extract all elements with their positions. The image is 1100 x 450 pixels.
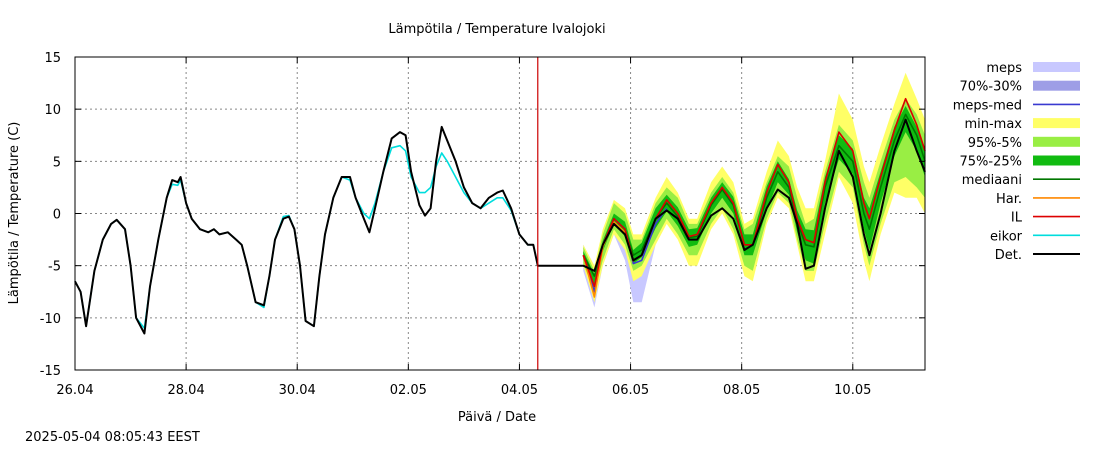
legend-label: 70%-30%	[960, 80, 1022, 95]
y-tick-label: 10	[44, 103, 61, 118]
x-tick-label: 08.05	[723, 383, 760, 398]
legend-label: IL	[1011, 211, 1023, 226]
x-tick-label: 28.04	[168, 383, 205, 398]
timestamp: 2025-05-04 08:05:43 EEST	[25, 430, 200, 445]
x-tick-label: 06.05	[612, 383, 649, 398]
chart-title: Lämpötila / Temperature Ivalojoki	[388, 22, 605, 37]
x-tick-label: 02.05	[390, 383, 427, 398]
legend-swatch-75-25	[1033, 155, 1080, 166]
legend-swatch-70-30	[1033, 80, 1080, 91]
legend-label: meps-med	[953, 98, 1022, 113]
legend-swatch-95-5	[1033, 136, 1080, 147]
legend-swatch-meps	[1033, 62, 1080, 72]
x-tick-label: 26.04	[56, 383, 93, 398]
legend-label: min-max	[964, 117, 1022, 132]
y-tick-label: -10	[40, 312, 61, 327]
chart-lines	[74, 97, 926, 335]
y-tick-label: -5	[48, 260, 61, 275]
legend-label: 95%-5%	[968, 136, 1022, 151]
x-axis-label: Päivä / Date	[458, 410, 536, 425]
y-axis-ticks: -15 -10 -5 0 5 10 15	[40, 51, 925, 379]
legend-swatch-min-max	[1033, 118, 1080, 129]
y-axis-label: Lämpötila / Temperature (C)	[7, 122, 22, 305]
series-det	[74, 118, 926, 335]
legend-label: eikor	[990, 229, 1023, 244]
y-tick-label: 5	[53, 155, 61, 170]
x-tick-label: 04.05	[501, 383, 538, 398]
y-tick-label: 0	[53, 208, 61, 223]
legend-label: Har.	[996, 192, 1022, 207]
band-meps	[583, 197, 667, 308]
x-tick-label: 30.04	[279, 383, 316, 398]
legend-label: mediaani	[962, 173, 1022, 188]
y-tick-label: -15	[40, 364, 61, 379]
y-tick-label: 15	[44, 51, 61, 66]
legend-label: meps	[986, 61, 1022, 76]
chart-bands	[583, 72, 925, 308]
x-axis-ticks: 26.04 28.04 30.04 02.05 04.05 06.05 08.05 10.05	[56, 57, 871, 398]
chart-grid	[75, 57, 925, 370]
legend-label: 75%-25%	[960, 155, 1022, 170]
legend-label: Det.	[995, 248, 1022, 263]
x-tick-label: 10.05	[834, 383, 871, 398]
chart-legend: meps 70%-30% meps-med min-max 95%-5% 75%-25% m…	[953, 61, 1080, 263]
